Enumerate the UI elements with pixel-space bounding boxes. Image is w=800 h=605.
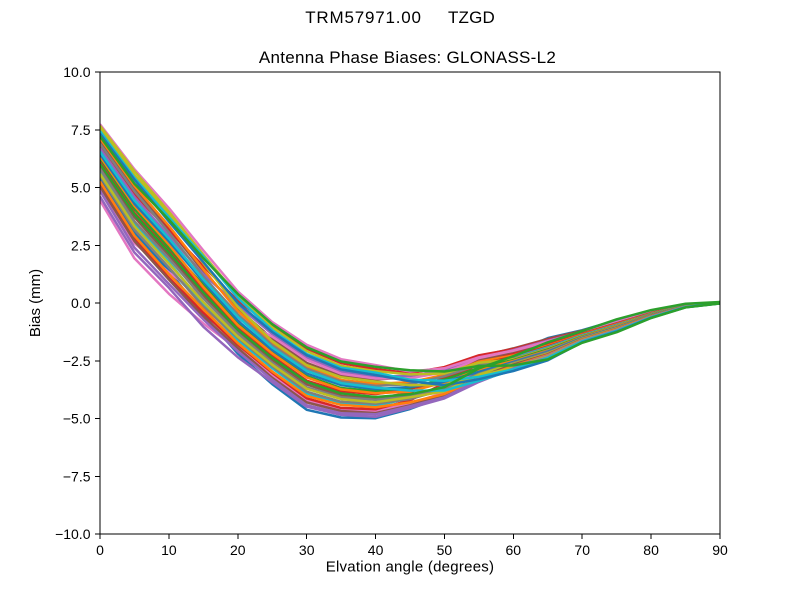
svg-text:−7.5: −7.5 [63, 468, 91, 484]
svg-text:80: 80 [643, 542, 659, 558]
svg-text:TZGD: TZGD [448, 8, 495, 27]
svg-text:10.0: 10.0 [63, 64, 90, 80]
svg-text:30: 30 [299, 542, 315, 558]
svg-text:60: 60 [506, 542, 522, 558]
svg-text:2.5: 2.5 [71, 237, 91, 253]
svg-text:−10.0: −10.0 [55, 526, 91, 542]
svg-text:0.0: 0.0 [71, 295, 91, 311]
svg-text:−5.0: −5.0 [63, 411, 91, 427]
svg-text:−2.5: −2.5 [63, 353, 91, 369]
svg-text:Antenna Phase Biases: GLONASS-: Antenna Phase Biases: GLONASS-L2 [259, 48, 556, 67]
svg-text:20: 20 [230, 542, 246, 558]
svg-text:0: 0 [96, 542, 104, 558]
svg-text:Bias (mm): Bias (mm) [27, 269, 44, 337]
svg-text:TRM57971.00: TRM57971.00 [305, 8, 422, 27]
svg-text:50: 50 [437, 542, 453, 558]
svg-text:40: 40 [368, 542, 384, 558]
svg-text:Elvation angle (degrees): Elvation angle (degrees) [326, 559, 495, 576]
svg-text:70: 70 [574, 542, 590, 558]
svg-text:10: 10 [161, 542, 177, 558]
svg-text:7.5: 7.5 [71, 122, 91, 138]
svg-text:5.0: 5.0 [71, 180, 91, 196]
svg-text:90: 90 [712, 542, 728, 558]
